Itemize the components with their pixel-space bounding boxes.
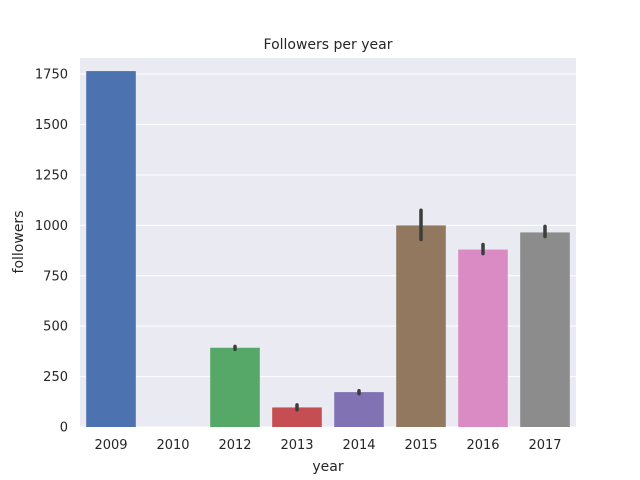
bar-2016 — [458, 249, 508, 427]
x-tick-label: 2009 — [94, 438, 127, 453]
x-tick-label: 2014 — [342, 438, 375, 453]
y-tick-label: 1750 — [35, 68, 68, 83]
y-tick-label: 0 — [60, 421, 68, 436]
y-tick-label: 250 — [43, 370, 68, 385]
bar-2009 — [86, 71, 136, 427]
x-axis-label: year — [312, 459, 343, 475]
y-tick-label: 750 — [43, 269, 68, 284]
x-tick-label: 2013 — [280, 438, 313, 453]
y-axis-label: followers — [11, 211, 27, 274]
x-tick-label: 2015 — [404, 438, 437, 453]
y-tick-label: 1250 — [35, 168, 68, 183]
bars-group — [86, 71, 570, 427]
x-tick-label: 2012 — [218, 438, 251, 453]
x-tick-label: 2016 — [466, 438, 499, 453]
bar-2017 — [520, 232, 570, 427]
bar-2012 — [210, 347, 260, 427]
x-tick-label: 2010 — [156, 438, 189, 453]
grid-lines — [80, 73, 576, 428]
x-tick-labels: 2009 2010 2012 2013 2014 2015 2016 2017 — [94, 438, 561, 453]
y-tick-label: 1000 — [35, 219, 68, 234]
bar-2013 — [272, 407, 322, 427]
y-tick-labels: 0 250 500 750 1000 1250 1500 1750 — [35, 68, 68, 436]
chart-title: Followers per year — [264, 37, 393, 53]
bar-2015 — [396, 225, 446, 427]
y-tick-label: 1500 — [35, 118, 68, 133]
bar-2014 — [334, 392, 384, 427]
error-bars-group — [233, 208, 547, 412]
y-tick-label: 500 — [43, 320, 68, 335]
x-tick-label: 2017 — [528, 438, 561, 453]
